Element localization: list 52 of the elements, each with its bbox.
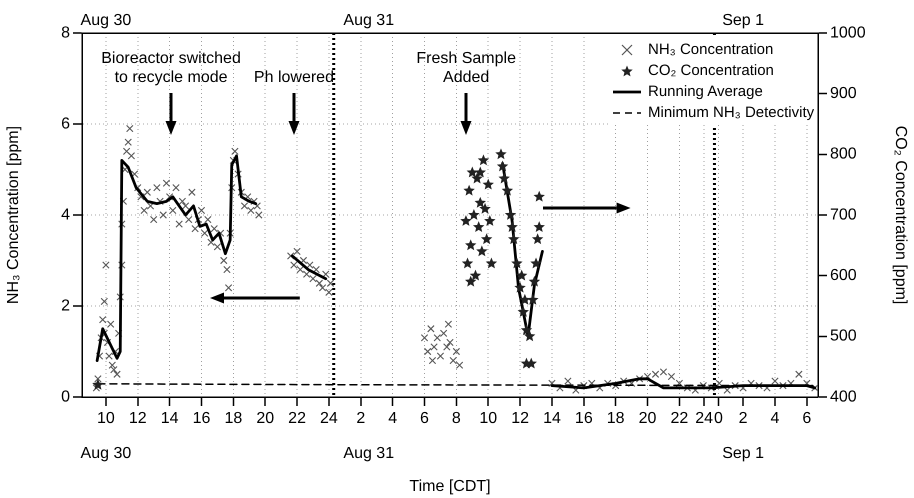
x-tick-label: 16 [574,410,593,428]
annotation: Bioreactor switched to recycle mode [101,48,241,87]
y2-tick-label: 500 [830,328,857,345]
annotation: Ph lowered [254,68,334,87]
x-tick-label: 14 [160,410,179,428]
x-tick-label: 20 [638,410,657,428]
x-tick-label: 24 [320,410,338,428]
x-tick-label: 18 [606,410,625,428]
y-axis-title: NH₃ Concentration [ppm] [5,126,22,304]
y-tick-label: 4 [61,206,70,224]
y2-tick-label: 400 [830,388,857,406]
y2-tick-label: 800 [830,146,857,163]
x-tick-label: 4 [388,410,398,428]
y2-tick-label: 900 [830,85,857,102]
y2-tick-label: 600 [830,267,857,284]
x-tick-label: 18 [224,410,242,428]
y2-tick-label: 700 [830,206,857,224]
y-tick-label: 2 [61,297,70,314]
x-tick-label: 22 [288,410,306,428]
y-tick-label: 8 [61,24,70,42]
x-tick-label: 10 [479,410,498,428]
x2-tick-label: Aug 30 [80,12,132,29]
y-tick-label: 0 [61,388,70,406]
x-tick-label: 16 [192,410,210,428]
x-tick-label: 14 [543,410,561,428]
legend-label: Minimum NH₃ Detectivity [648,103,814,123]
x-tick-label: 10 [97,410,115,428]
x-tick-label: 8 [452,410,461,428]
text: Sep 1 [722,445,764,462]
y2-tick-label: 1000 [830,24,866,42]
x-tick-label: 2 [356,410,366,428]
x-tick-label: 20 [256,410,274,428]
x-tick-label: 6 [802,410,812,428]
x-axis-title: Time [CDT] [409,478,491,495]
y2-axis-title: CO₂ Concentration [ppm] [892,126,909,304]
x-tick-label: 22 [670,410,688,428]
legend-label: CO₂ Concentration [648,61,774,81]
x-tick-label: 2 [738,410,748,428]
legend-label: Running Average [648,82,763,102]
x-tick-label: 6 [420,410,430,428]
x-tick-label: 12 [128,410,147,428]
x-tick-label: 12 [511,410,530,428]
text: Aug 30 [80,445,132,462]
text: Aug 31 [343,445,394,462]
annotation: Fresh Sample Added [416,48,516,87]
x-tick-label: 0 [714,410,723,428]
x2-tick-label: Sep 1 [722,12,764,29]
x-tick-label: 4 [770,410,780,428]
y-tick-label: 6 [61,115,70,132]
x-tick-label: 24 [695,410,714,428]
x2-tick-label: Aug 31 [343,12,394,29]
legend-label: NH₃ Concentration [648,40,774,60]
